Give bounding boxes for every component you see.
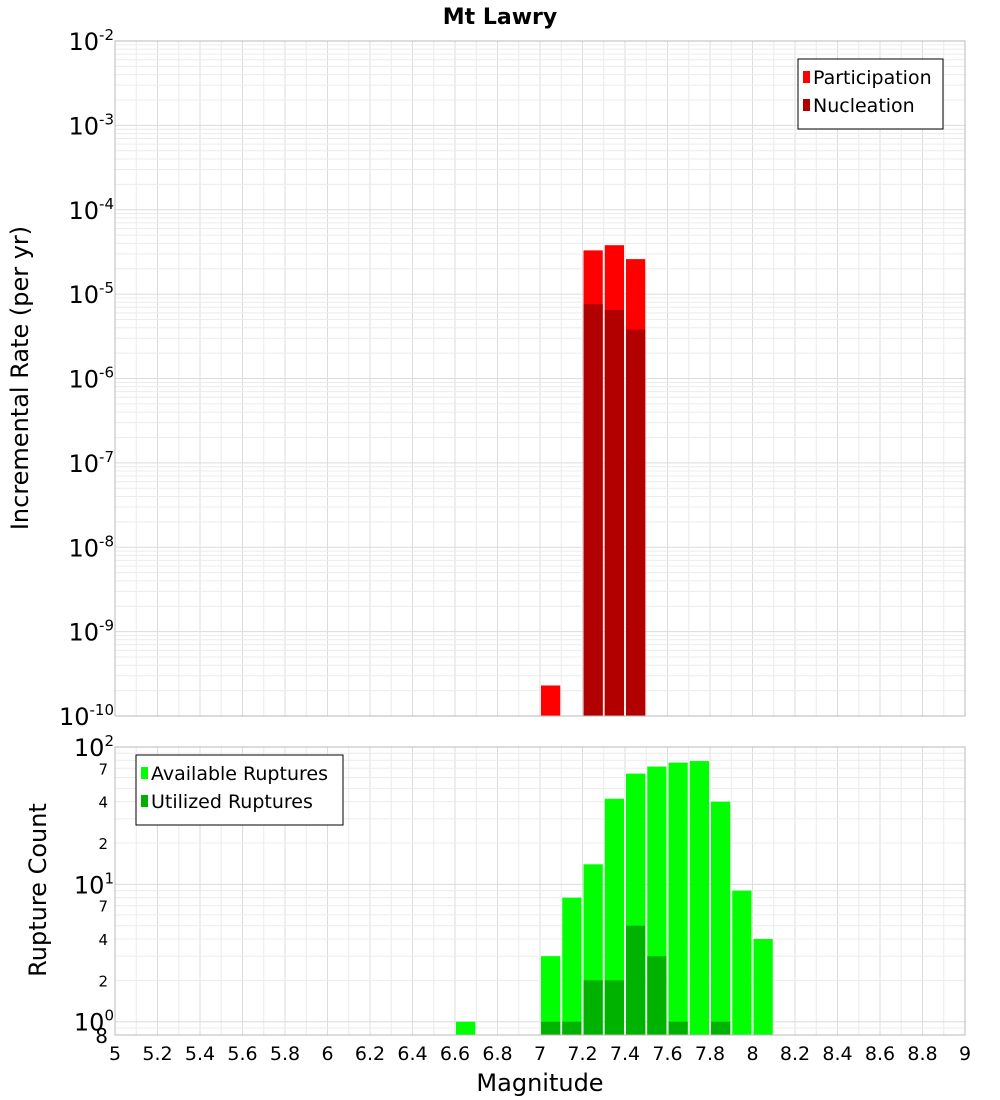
- x-tick-label: 6.2: [355, 1043, 385, 1065]
- bar-available-ruptures: [689, 761, 709, 1035]
- y-tick-label: 10-3: [68, 110, 114, 140]
- y-tick-label: 10-2: [68, 26, 114, 56]
- x-tick-label: 8.2: [780, 1043, 810, 1065]
- bottom-y-tick-labels: 100 101 102 8 2 4 7 2 4 7: [74, 732, 114, 1048]
- bar-available-ruptures: [456, 1021, 476, 1035]
- y-tick-label: 10-4: [68, 195, 114, 225]
- legend-label: Utilized Ruptures: [151, 791, 313, 813]
- bar-available-ruptures: [753, 939, 773, 1035]
- x-tick-label: 7.8: [695, 1043, 725, 1065]
- bar-nucleation: [604, 309, 624, 716]
- bar-utilized-ruptures: [583, 980, 603, 1035]
- y-minor-tick-label: 2: [98, 835, 108, 853]
- x-tick-label: 5.6: [227, 1043, 257, 1065]
- bar-utilized-ruptures: [562, 1021, 582, 1035]
- y-tick-label: 100: [74, 1007, 114, 1037]
- bar-utilized-ruptures: [626, 925, 646, 1035]
- x-tick-label: 6.6: [440, 1043, 470, 1065]
- top-plot-bars: [541, 245, 646, 717]
- legend-label: Participation: [813, 67, 932, 89]
- x-tick-label: 9: [959, 1043, 971, 1065]
- y-tick-label: 10-10: [59, 701, 114, 731]
- bar-nucleation: [626, 329, 646, 716]
- y-tick-label: 10-5: [68, 279, 114, 309]
- legend-box: [135, 754, 344, 826]
- y-minor-tick-label: 2: [98, 972, 108, 990]
- bottom-plot-bars: [456, 761, 773, 1035]
- legend-swatch: [141, 795, 148, 807]
- x-tick-label: 7.2: [567, 1043, 597, 1065]
- x-tick-label: 6.8: [482, 1043, 512, 1065]
- x-tick-label: 5.2: [142, 1043, 172, 1065]
- x-tick-label: 7: [534, 1043, 546, 1065]
- bar-nucleation: [583, 304, 603, 716]
- legend-label: Available Ruptures: [151, 763, 328, 785]
- x-tick-label: 6: [321, 1043, 333, 1065]
- bottom-y-axis-label: Rupture Count: [24, 803, 52, 977]
- x-tick-label: 5.8: [270, 1043, 300, 1065]
- y-minor-tick-label: 7: [98, 760, 108, 778]
- top-y-tick-labels: 10-10 10-9 10-8 10-7 10-6 10-5 10-4 10-3 10-2: [59, 26, 114, 731]
- bar-available-ruptures: [732, 890, 752, 1035]
- x-tick-label: 5.4: [185, 1043, 215, 1065]
- x-tick-label: 7.6: [652, 1043, 682, 1065]
- y-tick-label: 102: [74, 732, 114, 762]
- y-minor-tick-label: 7: [98, 898, 108, 916]
- y-minor-tick-label: 4: [98, 794, 108, 812]
- bar-available-ruptures: [562, 897, 582, 1035]
- bar-participation: [541, 685, 561, 716]
- bar-available-ruptures: [604, 798, 624, 1035]
- bar-utilized-ruptures: [711, 1021, 731, 1035]
- legend-swatch: [141, 767, 148, 779]
- x-tick-label: 6.4: [397, 1043, 427, 1065]
- legend-swatch: [803, 99, 810, 111]
- bar-available-ruptures: [711, 801, 731, 1035]
- y-tick-label: 10-6: [68, 364, 114, 394]
- top-y-axis-label: Incremental Rate (per yr): [6, 226, 34, 530]
- bar-utilized-ruptures: [541, 1021, 561, 1035]
- x-tick-label: 8.6: [865, 1043, 895, 1065]
- bar-available-ruptures: [668, 762, 688, 1035]
- bottom-legend: Available Ruptures Utilized Ruptures: [135, 754, 344, 826]
- y-minor-tick-label: 8: [95, 1024, 108, 1048]
- bottom-plot-frame: [114, 746, 966, 1036]
- bar-utilized-ruptures: [604, 980, 624, 1035]
- chart-title: Mt Lawry: [443, 5, 557, 30]
- y-tick-label: 10-7: [68, 448, 114, 478]
- top-legend: Participation Nucleation: [797, 58, 944, 130]
- top-plot-grid: [114, 41, 966, 717]
- x-tick-labels: 5 5.2 5.4 5.6 5.8 6 6.2 6.4 6.6 6.8 7 7.2 7.4 7.6 7.8 8…: [109, 1043, 971, 1065]
- x-tick-label: 7.4: [610, 1043, 640, 1065]
- y-tick-label: 101: [74, 869, 114, 899]
- x-tick-label: 5: [109, 1043, 121, 1065]
- legend-box: [797, 58, 944, 130]
- y-tick-label: 10-9: [68, 617, 114, 647]
- x-axis-label: Magnitude: [476, 1069, 603, 1097]
- bar-available-ruptures: [541, 956, 561, 1035]
- y-minor-tick-label: 4: [98, 931, 108, 949]
- legend-swatch: [803, 71, 810, 83]
- bar-utilized-ruptures: [668, 1021, 688, 1035]
- x-tick-label: 8: [746, 1043, 758, 1065]
- x-tick-label: 8.8: [907, 1043, 937, 1065]
- x-tick-label: 8.4: [822, 1043, 852, 1065]
- bar-utilized-ruptures: [647, 956, 667, 1035]
- legend-label: Nucleation: [813, 95, 915, 117]
- y-tick-label: 10-8: [68, 532, 114, 562]
- top-plot-frame: [114, 40, 966, 717]
